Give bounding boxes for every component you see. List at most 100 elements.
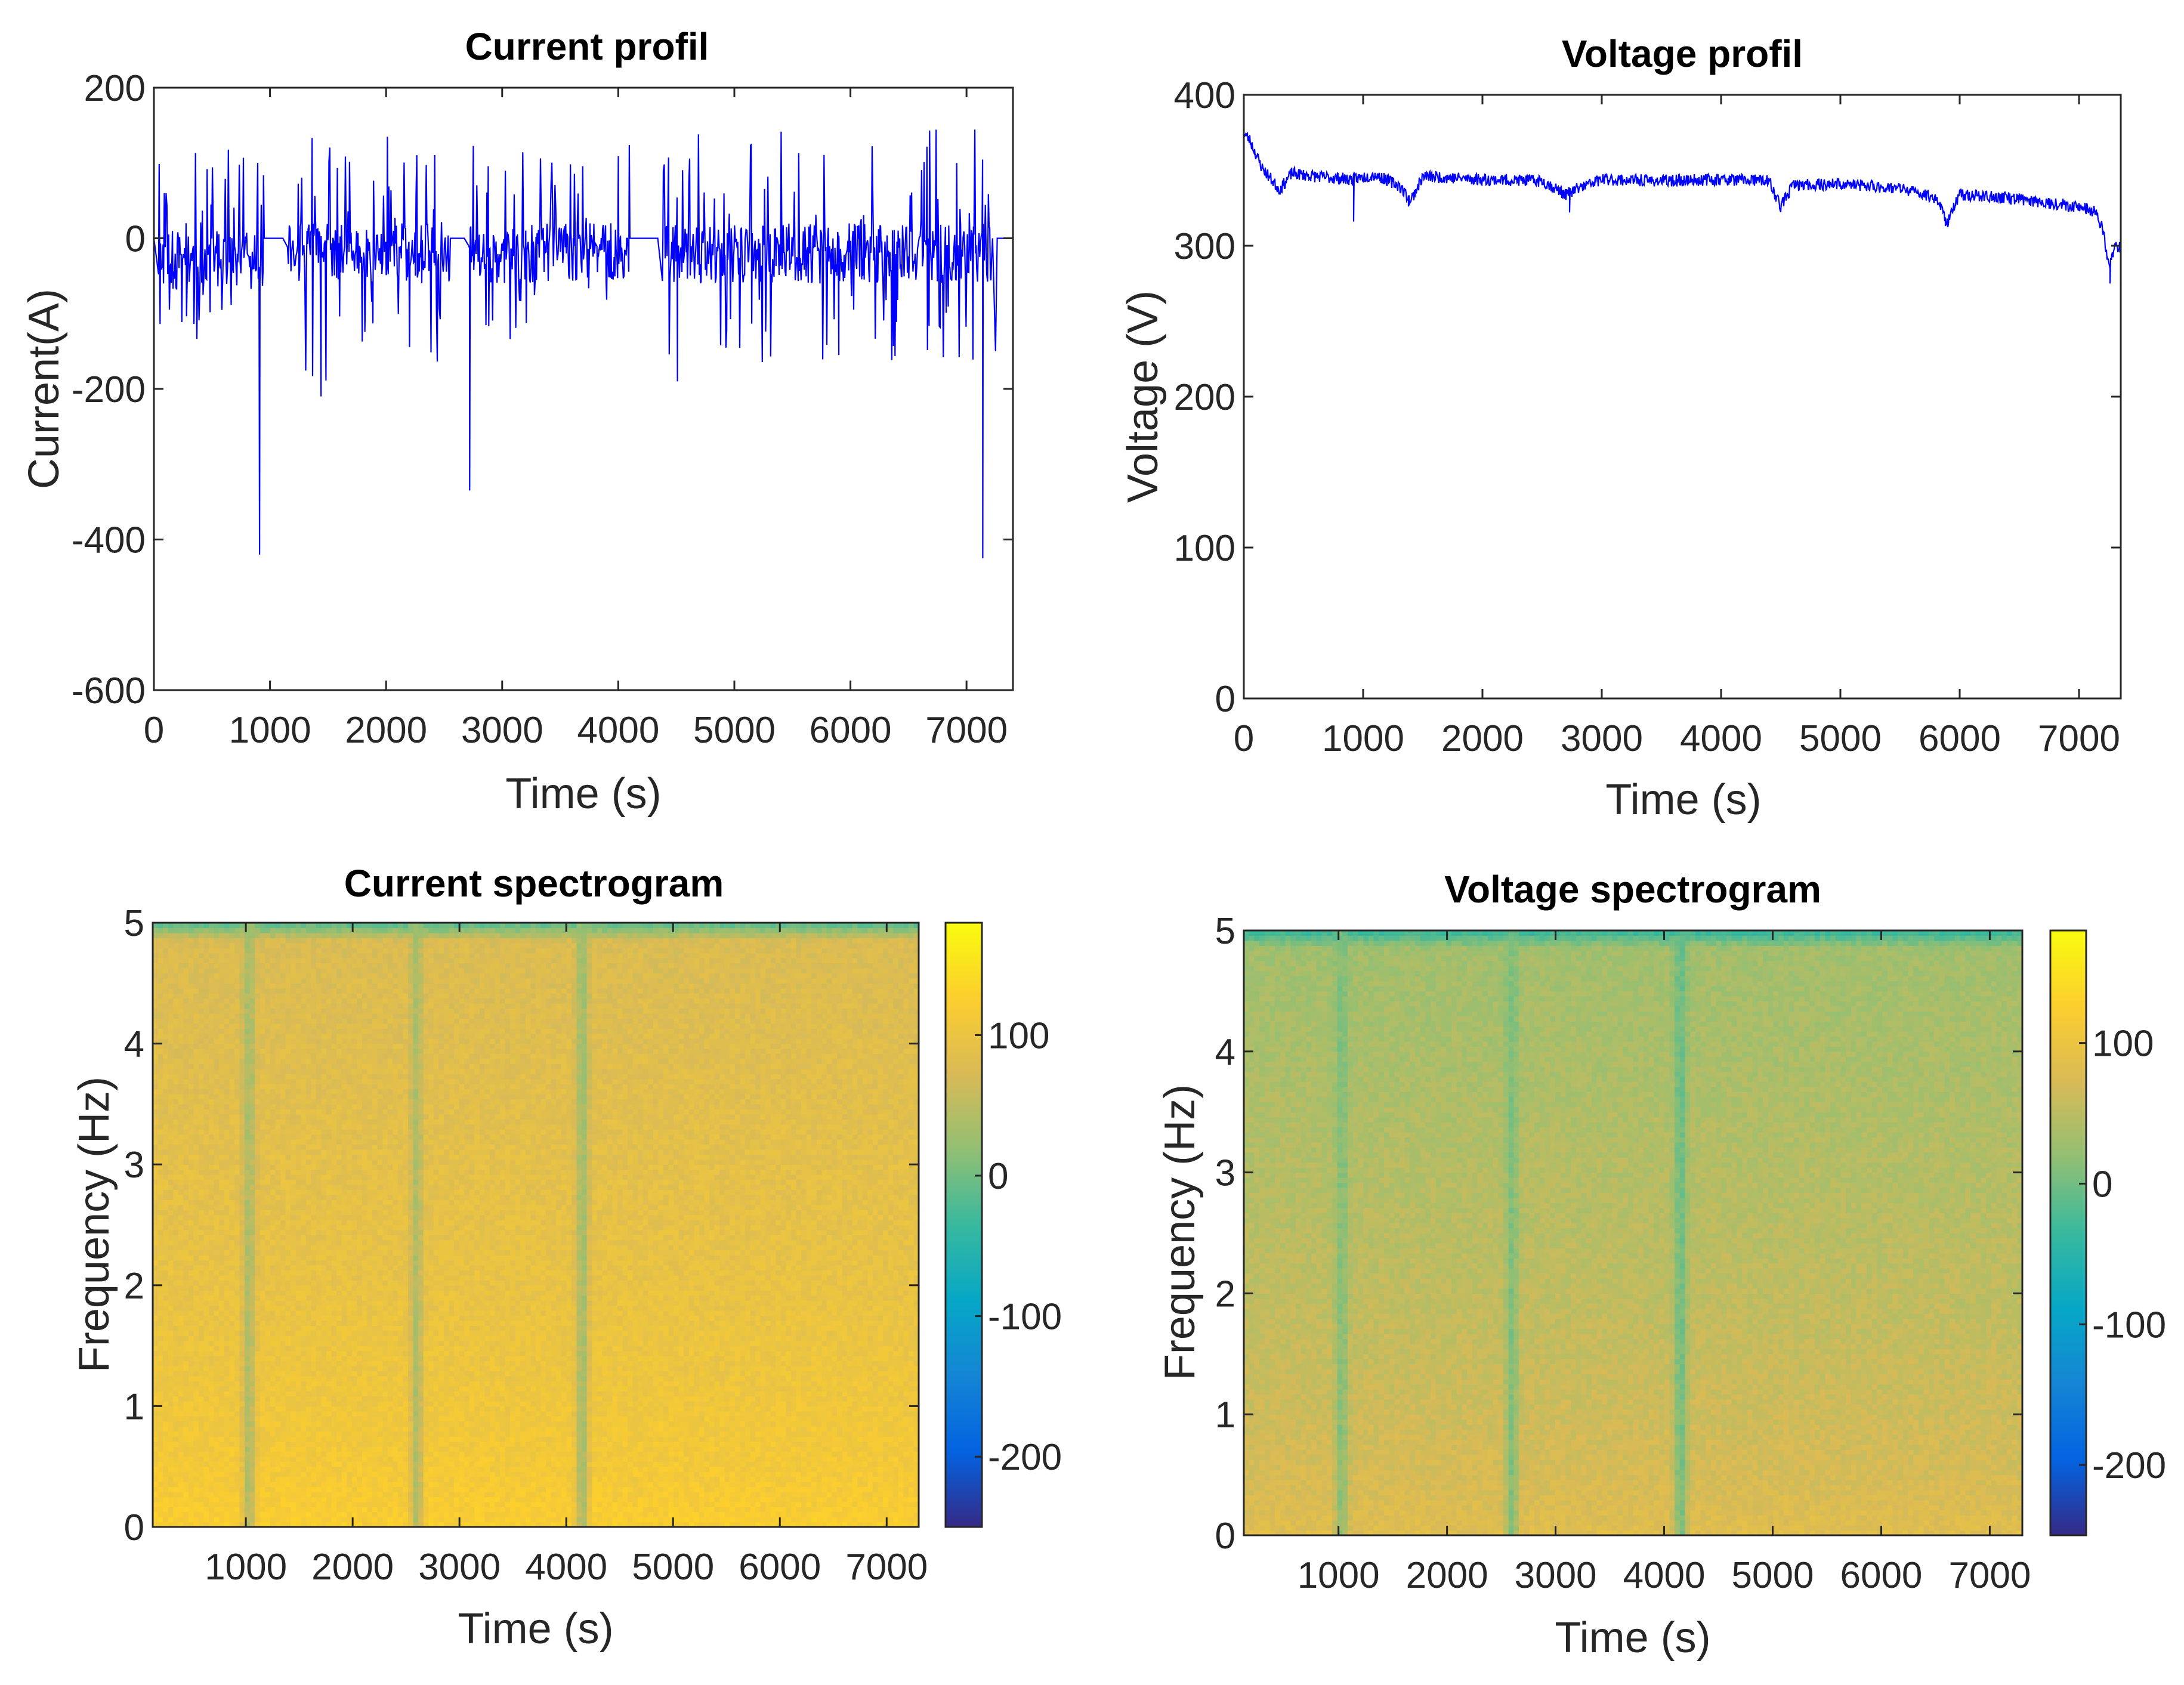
spectrogram-cell <box>234 1340 240 1346</box>
spectrogram-cell <box>245 948 251 954</box>
spectrogram-cell <box>270 1305 276 1311</box>
spectrogram-cell <box>219 1063 225 1069</box>
spectrogram-cell <box>331 1381 337 1387</box>
spectrogram-cell <box>157 1280 163 1286</box>
spectrogram-cell <box>275 1144 281 1150</box>
spectrogram-cell <box>168 1391 174 1397</box>
spectrogram-cell <box>331 1038 337 1044</box>
spectrogram-cell <box>203 978 209 984</box>
spectrogram-cell <box>326 1043 332 1049</box>
spectrogram-cell <box>341 1517 347 1523</box>
spectrogram-cell <box>351 1310 357 1316</box>
spectrogram-cell <box>199 1013 205 1019</box>
spectrogram-cell <box>173 1255 179 1261</box>
spectrogram-cell <box>260 1068 265 1074</box>
spectrogram-cell <box>188 1411 194 1417</box>
spectrogram-cell <box>188 1038 194 1044</box>
spectrogram-cell <box>219 1471 225 1477</box>
spectrogram-cell <box>305 1033 311 1039</box>
spectrogram-cell <box>245 1144 251 1150</box>
spectrogram-cell <box>270 1210 276 1216</box>
spectrogram-cell <box>280 1406 286 1412</box>
spectrogram-cell <box>341 1179 347 1185</box>
spectrogram-cell <box>316 998 322 1004</box>
spectrogram-cell <box>249 1320 255 1326</box>
spectrogram-cell <box>188 1446 194 1452</box>
spectrogram-cell <box>311 1053 317 1059</box>
spectrogram-cell <box>291 1245 296 1251</box>
spectrogram-cell <box>255 1159 261 1165</box>
spectrogram-cell <box>336 1169 342 1175</box>
spectrogram-cell <box>280 1189 286 1195</box>
spectrogram-cell <box>153 1451 159 1457</box>
spectrogram-cell <box>265 1114 271 1120</box>
spectrogram-cell <box>249 1365 255 1371</box>
spectrogram-cell <box>341 998 347 1004</box>
spectrogram-cell <box>234 1179 240 1185</box>
spectrogram-cell <box>341 1265 347 1271</box>
spectrogram-cell <box>316 1491 322 1497</box>
spectrogram-cell <box>209 1431 215 1437</box>
spectrogram-cell <box>351 1386 357 1392</box>
spectrogram-cell <box>336 953 342 959</box>
spectrogram-cell <box>163 942 169 948</box>
spectrogram-cell <box>331 1204 337 1210</box>
spectrogram-cell <box>336 1114 342 1120</box>
spectrogram-cell <box>357 1335 363 1341</box>
spectrogram-cell <box>295 1486 301 1492</box>
spectrogram-cell <box>203 1169 209 1175</box>
spectrogram-cell <box>203 1305 209 1311</box>
spectrogram-cell <box>199 1491 205 1497</box>
spectrogram-cell <box>214 1340 220 1346</box>
spectrogram-cell <box>305 1471 311 1477</box>
spectrogram-cell <box>229 1134 235 1140</box>
spectrogram-cell <box>347 1290 353 1296</box>
spectrogram-cell <box>245 1058 251 1064</box>
spectrogram-cell <box>219 1441 225 1447</box>
spectrogram-cell <box>229 1049 235 1055</box>
spectrogram-cell <box>301 1058 307 1064</box>
spectrogram-cell <box>285 1008 291 1014</box>
spectrogram-cell <box>199 1008 205 1014</box>
spectrogram-cell <box>270 1431 276 1437</box>
spectrogram-cell <box>285 1210 291 1216</box>
spectrogram-cell <box>163 1049 169 1055</box>
spectrogram-cell <box>199 1260 205 1266</box>
spectrogram-cell <box>311 1043 317 1049</box>
spectrogram-cell <box>291 1456 296 1462</box>
spectrogram-cell <box>249 1265 255 1271</box>
spectrogram-cell <box>347 1320 353 1326</box>
spectrogram-cell <box>255 1199 261 1205</box>
spectrogram-cell <box>275 1250 281 1256</box>
spectrogram-cell <box>351 1124 357 1130</box>
spectrogram-cell <box>260 1189 265 1195</box>
spectrogram-cell <box>341 1486 347 1492</box>
spectrogram-cell <box>188 978 194 984</box>
spectrogram-cell <box>157 1239 163 1245</box>
spectrogram-cell <box>219 1400 225 1406</box>
spectrogram-cell <box>224 1446 230 1452</box>
spectrogram-cell <box>351 1426 357 1432</box>
spectrogram-cell <box>239 1476 245 1482</box>
spectrogram-cell <box>357 1114 363 1120</box>
spectrogram-cell <box>291 1365 296 1371</box>
spectrogram-cell <box>331 1144 337 1150</box>
spectrogram-cell <box>331 1129 337 1135</box>
spectrogram-cell <box>168 1169 174 1175</box>
spectrogram-cell <box>168 1320 174 1326</box>
spectrogram-cell <box>209 1426 215 1432</box>
spectrogram-cell <box>255 1416 261 1422</box>
spectrogram-cell <box>280 1109 286 1115</box>
spectrogram-cell <box>199 1441 205 1447</box>
spectrogram-cell <box>163 1043 169 1049</box>
spectrogram-cell <box>239 1346 245 1352</box>
spectrogram-cell <box>280 948 286 954</box>
spectrogram-cell <box>173 1235 179 1241</box>
spectrogram-cell <box>157 1260 163 1266</box>
spectrogram-cell <box>347 1325 353 1331</box>
spectrogram-cell <box>203 1310 209 1316</box>
spectrogram-cell <box>347 1008 353 1014</box>
spectrogram-cell <box>326 1361 332 1366</box>
spectrogram-cell <box>245 1003 251 1009</box>
spectrogram-cell <box>285 1099 291 1105</box>
